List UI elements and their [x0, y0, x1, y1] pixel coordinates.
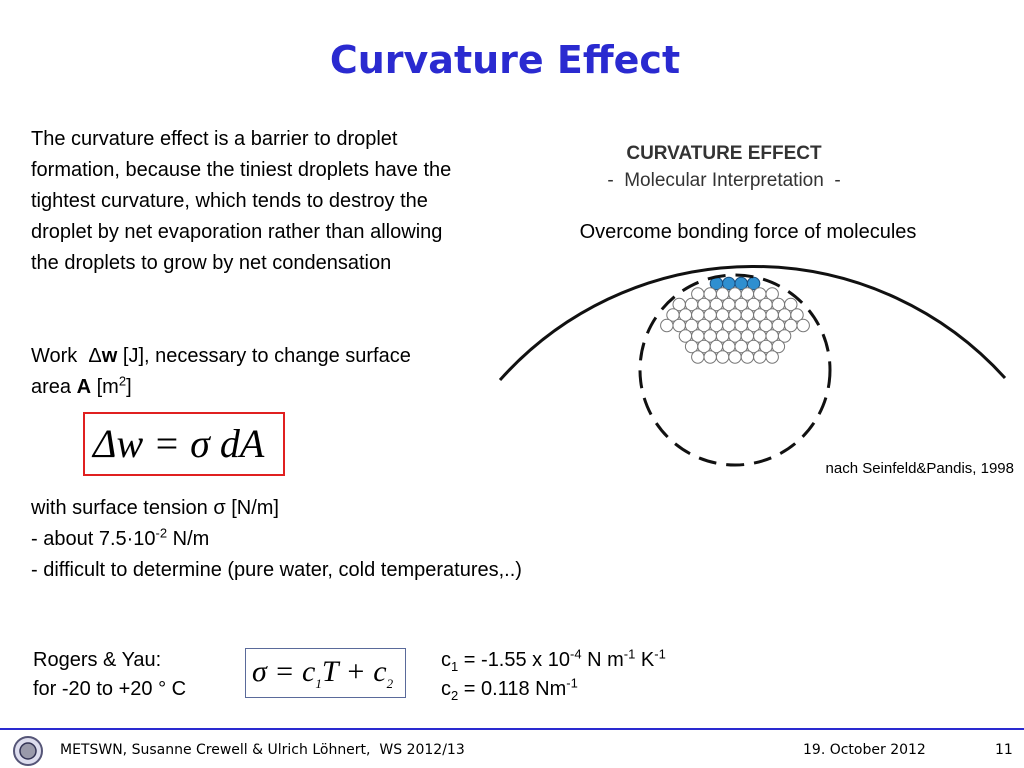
rogers-range: for -20 to +20 ° C [33, 678, 187, 700]
dashed-droplet [638, 273, 832, 467]
work-text: Work Δw [J], necessary to change surface… [31, 341, 451, 403]
text-part: 2 [451, 688, 459, 703]
molecule [765, 350, 779, 364]
text-part: 1 [315, 676, 322, 691]
text-part: σ = c [252, 655, 316, 688]
text-part: = [143, 421, 191, 466]
text-part: -4 [569, 646, 582, 662]
text-part: Work Δ [31, 345, 102, 367]
molecule [753, 350, 767, 364]
text-part: -1 [566, 675, 578, 691]
molecule [777, 329, 792, 343]
text-part: -1 [623, 646, 636, 662]
footer-rule [0, 728, 1024, 730]
text-part: 1 [451, 659, 459, 674]
intro-text: The curvature effect is a barrier to dro… [31, 128, 452, 274]
text-part: T + c [321, 655, 387, 688]
text-part: -1 [654, 646, 666, 662]
formula-box: Δw = σ dA [83, 412, 285, 476]
logo [13, 736, 43, 766]
text-part: 2 [118, 373, 127, 389]
text-part: = 0.118 Nm [458, 678, 567, 700]
text-part: c [441, 649, 451, 671]
text-part: = -1.55 x 10 [458, 649, 570, 671]
tension-line: - about 7.5·10-2 N/m [31, 524, 209, 555]
molecule [771, 339, 786, 354]
molecule [765, 287, 779, 301]
footer-date: 19. October 2012 [803, 742, 926, 758]
molecule [691, 350, 705, 364]
text-part: [m [91, 376, 119, 398]
droplet-surface [498, 264, 1007, 381]
text-part: c [441, 678, 451, 700]
footer-authors: METSWN, Susanne Crewell & Ulrich Löhnert… [60, 742, 465, 758]
tension-line: - difficult to determine (pure water, co… [31, 559, 522, 581]
text-part: N/m [167, 528, 210, 550]
text-part: w [116, 421, 144, 466]
constant: c2 = 0.118 Nm-1 [441, 674, 578, 705]
molecule [740, 350, 755, 364]
constant: c1 = -1.55 x 10-4 N m-1 K-1 [441, 645, 666, 676]
text-part: N m [581, 649, 624, 671]
figure-title: CURVATURE EFFECT [626, 143, 822, 164]
text-part: Δ [93, 421, 117, 466]
text-part: dA [209, 421, 265, 466]
molecule [796, 318, 810, 333]
molecule [728, 350, 742, 364]
figure-subtitle: - Molecular Interpretation - [607, 170, 840, 191]
text-part: 2 [386, 676, 394, 691]
formula: σ = c1T + c2 [252, 655, 394, 691]
formula: Δw = σ dA [93, 422, 264, 466]
text-part: w [101, 345, 118, 367]
text-part: - about 7.5·10 [31, 528, 156, 550]
tension-line: with surface tension σ [N/m] [31, 497, 279, 519]
molecules [660, 276, 810, 364]
text-part: K [635, 649, 655, 671]
rogers-label: Rogers & Yau: [33, 649, 162, 671]
text-part: -2 [155, 525, 168, 541]
slide-title: Curvature Effect [329, 38, 681, 82]
text-part: A [76, 376, 92, 398]
text-part: [J], necessary to change surface area [31, 345, 417, 398]
text-part: ] [126, 376, 132, 398]
molecule [790, 308, 804, 322]
molecule [715, 350, 730, 364]
molecule [660, 318, 674, 333]
molecule [784, 297, 798, 312]
diagram: CURVATURE EFFECT - Molecular Interpretat… [498, 143, 1014, 477]
molecule [703, 350, 717, 364]
figure-caption: Overcome bonding force of molecules [580, 221, 917, 243]
text-part: σ [190, 421, 210, 466]
figure-credit: nach Seinfeld&Pandis, 1998 [826, 460, 1014, 477]
formula-box: σ = c1T + c2 [245, 648, 406, 698]
page-number: 11 [995, 742, 1013, 758]
